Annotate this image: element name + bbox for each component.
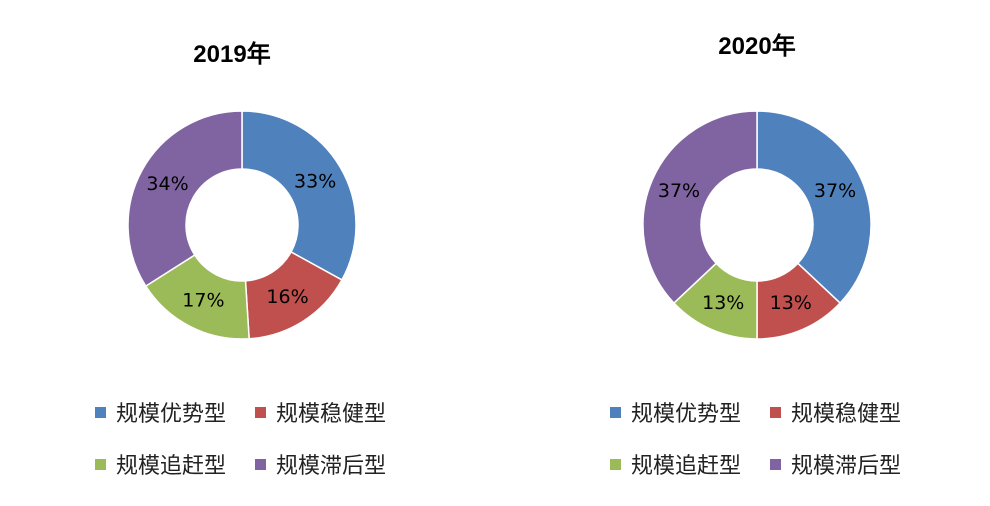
legend-2019: 规模优势型 规模稳健型 规模追赶型 规模滞后型 xyxy=(95,396,415,480)
legend-swatch xyxy=(95,458,106,470)
legend-item-catchup: 规模追赶型 xyxy=(610,448,770,480)
slice-label-advantage: 33% xyxy=(294,171,336,193)
legend-label: 规模滞后型 xyxy=(791,454,902,479)
chart-title-2019: 2019年 xyxy=(193,41,271,68)
legend-item-advantage: 规模优势型 xyxy=(610,396,770,428)
legend-2020: 规模优势型 规模稳健型 规模追赶型 规模滞后型 xyxy=(610,396,930,480)
legend-label: 规模优势型 xyxy=(631,402,742,427)
legend-swatch xyxy=(255,406,266,418)
legend-item-lagging: 规模滞后型 xyxy=(255,448,415,480)
donut-slice-advantage xyxy=(241,110,357,281)
legend-item-steady: 规模稳健型 xyxy=(770,396,930,428)
slice-label-lagging: 34% xyxy=(146,173,188,195)
legend-label: 规模稳健型 xyxy=(276,402,387,427)
slice-label-advantage: 37% xyxy=(814,180,856,202)
slice-label-lagging: 37% xyxy=(658,180,700,202)
slice-label-steady: 13% xyxy=(770,292,812,314)
legend-swatch xyxy=(95,406,106,418)
legend-swatch xyxy=(770,406,781,418)
legend-label: 规模滞后型 xyxy=(276,454,387,479)
legend-item-advantage: 规模优势型 xyxy=(95,396,255,428)
legend-swatch xyxy=(770,458,781,470)
legend-label: 规模追赶型 xyxy=(631,454,742,479)
legend-swatch xyxy=(610,406,621,418)
chart-title-2020: 2020年 xyxy=(718,33,796,60)
legend-label: 规模优势型 xyxy=(116,402,227,427)
legend-swatch xyxy=(255,458,266,470)
legend-item-catchup: 规模追赶型 xyxy=(95,448,255,480)
donut-slice-lagging xyxy=(127,110,243,288)
slice-label-catchup: 17% xyxy=(182,290,224,312)
legend-label: 规模稳健型 xyxy=(791,402,902,427)
donut-slice-advantage xyxy=(756,110,872,305)
legend-swatch xyxy=(610,458,621,470)
slice-label-catchup: 13% xyxy=(702,292,744,314)
legend-label: 规模追赶型 xyxy=(116,454,227,479)
legend-item-lagging: 规模滞后型 xyxy=(770,448,930,480)
legend-item-steady: 规模稳健型 xyxy=(255,396,415,428)
donut-slice-lagging xyxy=(642,110,758,305)
slice-label-steady: 16% xyxy=(266,286,308,308)
